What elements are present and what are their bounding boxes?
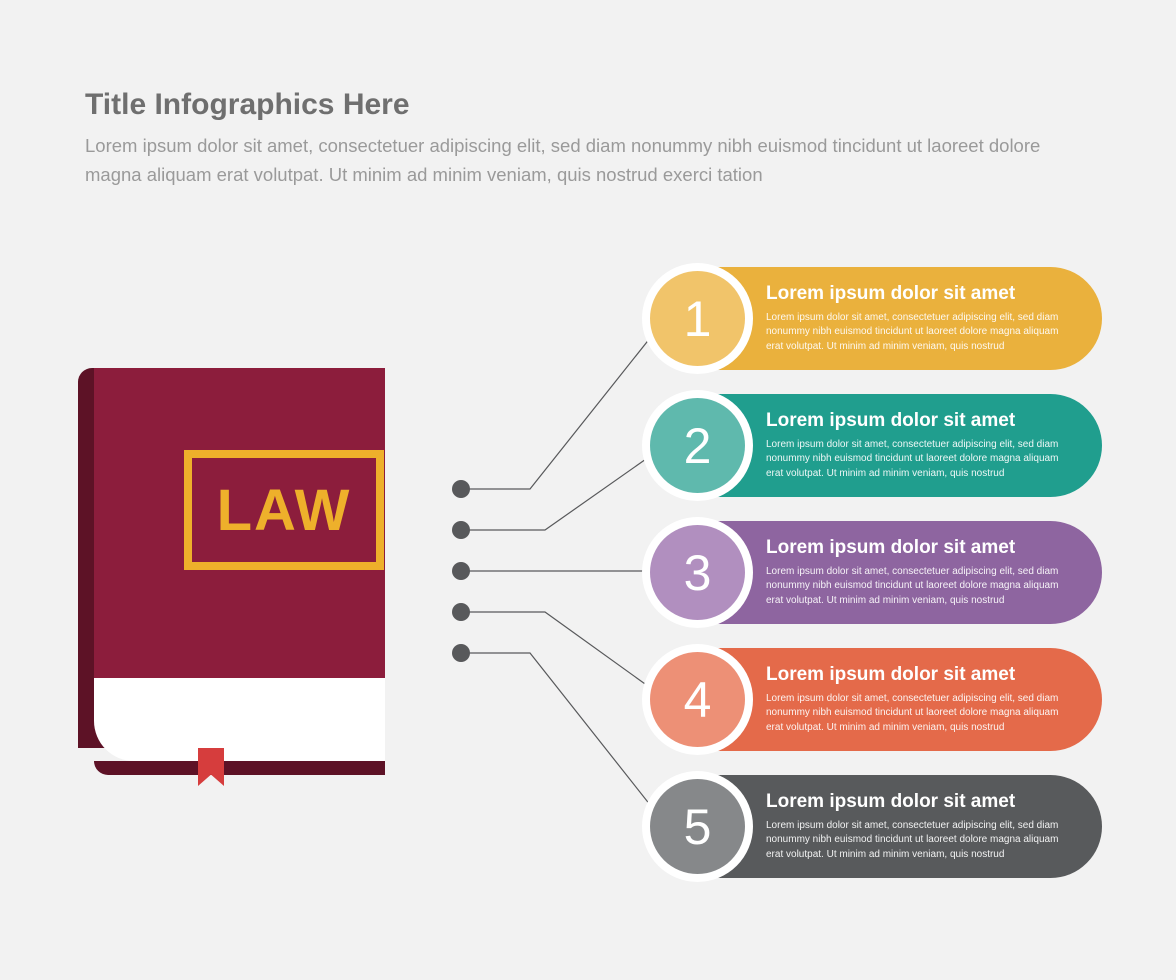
item-number-badge: 1 — [650, 271, 745, 366]
list-item: 2 Lorem ipsum dolor sit amet Lorem ipsum d… — [646, 394, 1102, 497]
item-title: Lorem ipsum dolor sit amet — [766, 537, 1066, 559]
list-item: 1 Lorem ipsum dolor sit amet Lorem ipsum d… — [646, 267, 1102, 370]
law-book-icon: LAW — [78, 368, 385, 775]
bookmark-icon — [198, 748, 224, 786]
page-title: Title Infographics Here — [85, 88, 1091, 122]
list-item: 3 Lorem ipsum dolor sit amet Lorem ipsum d… — [646, 521, 1102, 624]
item-number-badge: 3 — [650, 525, 745, 620]
item-title: Lorem ipsum dolor sit amet — [766, 283, 1066, 305]
item-title: Lorem ipsum dolor sit amet — [766, 791, 1066, 813]
item-number-badge: 2 — [650, 398, 745, 493]
list-item: 4 Lorem ipsum dolor sit amet Lorem ipsum d… — [646, 648, 1102, 751]
item-body: Lorem ipsum dolor sit amet, consectetuer… — [766, 565, 1066, 609]
page-subtitle: Lorem ipsum dolor sit amet, consectetuer… — [85, 132, 1091, 189]
header-block: Title Infographics Here Lorem ipsum dolo… — [85, 88, 1091, 189]
list-item: 5 Lorem ipsum dolor sit amet Lorem ipsum d… — [646, 775, 1102, 878]
item-number-badge: 4 — [650, 652, 745, 747]
item-body: Lorem ipsum dolor sit amet, consectetuer… — [766, 311, 1066, 355]
item-body: Lorem ipsum dolor sit amet, consectetuer… — [766, 438, 1066, 482]
item-body: Lorem ipsum dolor sit amet, consectetuer… — [766, 692, 1066, 736]
item-body: Lorem ipsum dolor sit amet, consectetuer… — [766, 819, 1066, 863]
item-title: Lorem ipsum dolor sit amet — [766, 410, 1066, 432]
item-title: Lorem ipsum dolor sit amet — [766, 664, 1066, 686]
book-label: LAW — [217, 477, 352, 544]
item-number-badge: 5 — [650, 779, 745, 874]
